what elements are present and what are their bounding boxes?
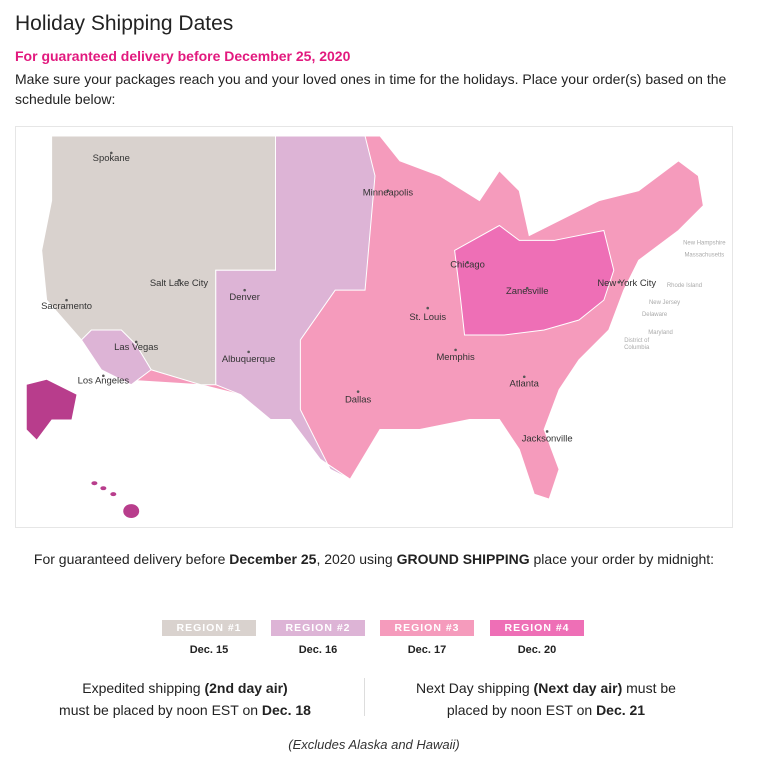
state-label: Massachusetts [684,252,724,258]
city-label: Chicago [450,259,485,270]
city-marker [102,374,105,378]
city-label: Albuquerque [222,354,276,365]
state-label: Maryland [648,330,673,336]
city-label: Dallas [345,395,372,406]
city-marker [247,350,250,354]
hawaii [91,481,140,519]
state-label: New Hampshire [683,240,726,246]
region-2-socal [80,329,152,386]
city-label: Salt Lake City [150,278,209,289]
region-4-badge: REGION #4 [490,620,584,636]
next-day-shipping-text: Next Day shipping (Next day air) must be… [416,680,676,718]
city-marker [356,390,360,393]
region-3-badge: REGION #3 [380,620,474,636]
city-marker [243,288,246,292]
city-label: New York City [597,278,656,289]
region-2-date: Dec. 16 [298,644,338,656]
city-marker [617,280,621,284]
city-label: Denver [229,292,259,303]
region-4-area [454,224,615,336]
region-1-badge: REGION #1 [162,620,256,636]
city-label: Las Vegas [114,342,158,353]
city-marker [454,348,457,352]
city-label: Spokane [93,153,130,164]
city-marker [545,430,549,433]
shipping-region-map: Spokane Minneapolis Salt Lake City Denver Sa… [15,126,733,528]
city-label: Memphis [436,352,475,363]
city-label: Jacksonville [522,433,573,444]
city-marker [426,306,430,310]
city-label: Minneapolis [363,188,414,199]
ground-shipping-text: For guaranteed delivery before December … [33,551,715,567]
state-label: District of [624,338,649,344]
city-label: Atlanta [510,379,540,390]
city-marker [466,261,469,264]
city-marker [525,286,529,290]
city-marker [386,189,390,192]
city-marker [65,298,68,302]
region-1-date: Dec. 15 [189,644,229,656]
intro-text: Make sure your packages reach you and yo… [15,71,727,107]
exclusion-note: (Excludes Alaska and Hawaii) [288,737,460,752]
state-label: Delaware [642,312,668,318]
region-4-date: Dec. 20 [517,644,557,656]
state-label: New Jersey [649,300,680,306]
alaska [26,379,77,440]
region-2-area [215,135,376,480]
state-label: Rhode Island [667,283,702,289]
page-title: Holiday Shipping Dates [15,12,234,35]
city-marker [110,151,113,155]
region-2-badge: REGION #2 [271,620,365,636]
us-map: Spokane Minneapolis Salt Lake City Denver Sa… [26,135,726,519]
city-label: Sacramento [41,301,92,312]
city-label: Zanesville [506,286,548,297]
city-label: Los Angeles [78,376,130,387]
city-marker [177,278,181,282]
city-marker [134,340,138,344]
region-3-date: Dec. 17 [407,644,447,656]
city-marker [522,375,526,379]
subtitle: For guaranteed delivery before December … [15,48,351,64]
city-label: St. Louis [409,312,446,323]
expedited-shipping-text: Expedited shipping (2nd day air) must be … [59,680,311,718]
state-label: Columbia [624,345,650,351]
divider [364,678,365,716]
